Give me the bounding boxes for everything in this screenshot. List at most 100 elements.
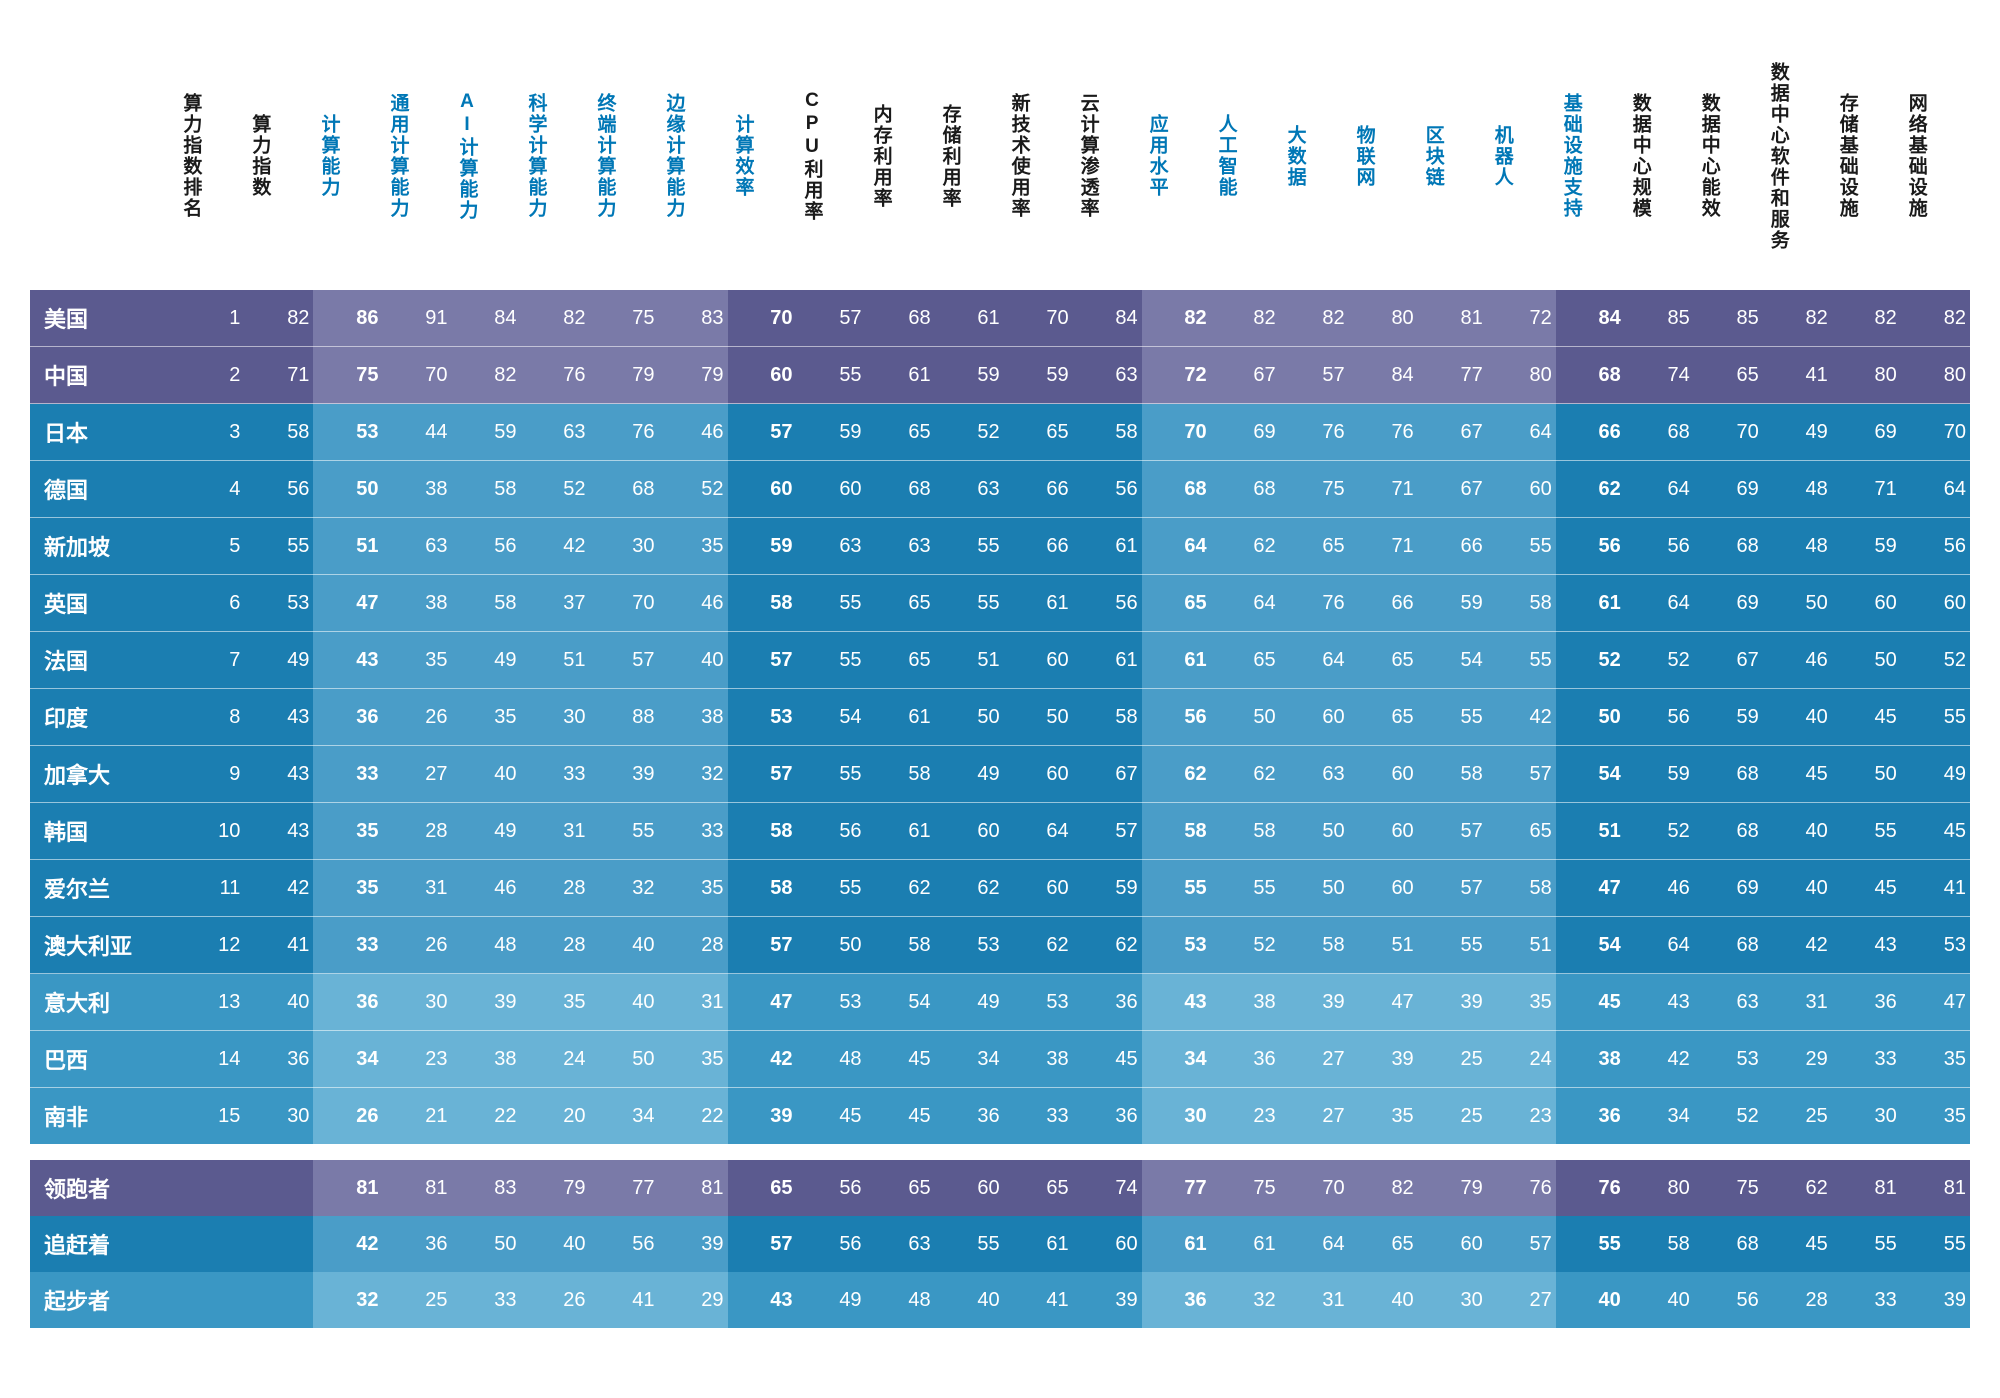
data-cell	[244, 1160, 313, 1216]
data-cell: 26	[382, 689, 451, 746]
data-cell: 60	[728, 347, 797, 404]
data-cell: 57	[1487, 746, 1556, 803]
data-cell: 77	[590, 1160, 659, 1216]
data-cell: 54	[797, 689, 866, 746]
data-cell: 58	[1142, 803, 1211, 860]
data-cell: 32	[1211, 1272, 1280, 1328]
data-cell: 58	[728, 803, 797, 860]
data-cell: 82	[1280, 290, 1349, 347]
data-cell: 35	[520, 974, 589, 1031]
data-cell: 52	[1694, 1088, 1763, 1145]
data-cell: 39	[590, 746, 659, 803]
data-cell: 40	[1763, 689, 1832, 746]
data-cell: 84	[1556, 290, 1625, 347]
data-cell: 35	[1349, 1088, 1418, 1145]
country-row: 新加坡5555163564230355963635566616462657166…	[30, 518, 1970, 575]
data-cell: 58	[1487, 860, 1556, 917]
header-col: 数据中心能效	[1694, 30, 1763, 290]
data-cell: 61	[1556, 575, 1625, 632]
data-cell: 45	[1073, 1031, 1142, 1088]
country-name-cell: 英国	[30, 575, 175, 632]
data-cell: 65	[1349, 1216, 1418, 1272]
data-cell: 62	[935, 860, 1004, 917]
data-cell: 35	[1901, 1031, 1970, 1088]
header-country	[30, 30, 175, 290]
data-cell: 36	[1142, 1272, 1211, 1328]
data-cell: 58	[866, 746, 935, 803]
country-name-cell: 印度	[30, 689, 175, 746]
data-cell: 46	[659, 404, 728, 461]
data-cell: 59	[1625, 746, 1694, 803]
data-cell: 60	[1349, 803, 1418, 860]
data-cell: 38	[659, 689, 728, 746]
data-cell: 30	[520, 689, 589, 746]
data-cell: 59	[935, 347, 1004, 404]
data-cell: 34	[1625, 1088, 1694, 1145]
data-cell: 56	[244, 461, 313, 518]
data-cell: 53	[1004, 974, 1073, 1031]
data-cell: 63	[382, 518, 451, 575]
data-cell: 9	[175, 746, 244, 803]
data-cell: 34	[313, 1031, 382, 1088]
data-cell: 30	[590, 518, 659, 575]
data-cell: 14	[175, 1031, 244, 1088]
data-cell: 88	[590, 689, 659, 746]
data-cell: 31	[659, 974, 728, 1031]
data-cell: 47	[1556, 860, 1625, 917]
data-cell: 66	[1004, 461, 1073, 518]
data-cell: 64	[1004, 803, 1073, 860]
country-name-cell: 爱尔兰	[30, 860, 175, 917]
data-cell: 33	[313, 746, 382, 803]
data-cell: 79	[1418, 1160, 1487, 1216]
data-cell: 53	[728, 689, 797, 746]
header-col: 数据中心规模	[1625, 30, 1694, 290]
data-cell: 62	[1004, 917, 1073, 974]
data-cell: 50	[935, 689, 1004, 746]
data-cell: 3	[175, 404, 244, 461]
data-cell: 45	[1556, 974, 1625, 1031]
data-cell: 57	[728, 1216, 797, 1272]
data-cell: 59	[1832, 518, 1901, 575]
data-cell: 33	[1832, 1272, 1901, 1328]
data-cell: 34	[935, 1031, 1004, 1088]
data-cell: 82	[1349, 1160, 1418, 1216]
data-cell: 81	[659, 1160, 728, 1216]
data-cell: 62	[1556, 461, 1625, 518]
data-cell: 79	[520, 1160, 589, 1216]
data-cell: 39	[1073, 1272, 1142, 1328]
data-cell: 58	[728, 860, 797, 917]
data-cell: 70	[1142, 404, 1211, 461]
data-cell: 38	[382, 461, 451, 518]
data-cell: 15	[175, 1088, 244, 1145]
data-cell: 55	[935, 575, 1004, 632]
data-cell: 7	[175, 632, 244, 689]
data-cell: 41	[1004, 1272, 1073, 1328]
data-cell: 35	[1901, 1088, 1970, 1145]
header-col: 应用水平	[1142, 30, 1211, 290]
data-cell: 65	[1211, 632, 1280, 689]
data-cell: 86	[313, 290, 382, 347]
data-cell: 57	[728, 746, 797, 803]
data-cell: 70	[1694, 404, 1763, 461]
data-cell: 26	[520, 1272, 589, 1328]
data-cell: 40	[451, 746, 520, 803]
data-cell: 23	[1211, 1088, 1280, 1145]
data-cell: 43	[1832, 917, 1901, 974]
header-col: 计算效率	[728, 30, 797, 290]
data-cell: 25	[1418, 1031, 1487, 1088]
data-cell: 28	[382, 803, 451, 860]
data-cell: 81	[313, 1160, 382, 1216]
data-cell: 76	[590, 404, 659, 461]
data-cell: 39	[728, 1088, 797, 1145]
data-cell: 80	[1625, 1160, 1694, 1216]
data-cell: 39	[1418, 974, 1487, 1031]
data-cell: 40	[1763, 860, 1832, 917]
data-cell: 31	[382, 860, 451, 917]
data-cell: 49	[451, 803, 520, 860]
data-cell: 45	[866, 1088, 935, 1145]
data-cell: 57	[1280, 347, 1349, 404]
data-cell: 58	[728, 575, 797, 632]
data-cell: 62	[1073, 917, 1142, 974]
data-cell: 82	[1211, 290, 1280, 347]
data-cell: 60	[1004, 746, 1073, 803]
